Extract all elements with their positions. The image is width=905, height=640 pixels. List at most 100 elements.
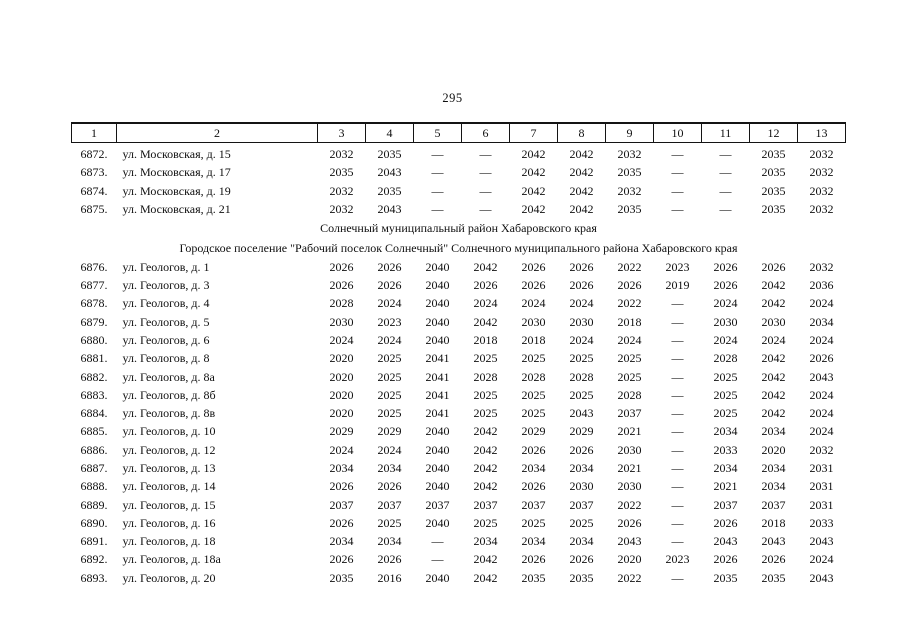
year-cell: — bbox=[479, 183, 492, 198]
year-cell: 2026 bbox=[713, 259, 738, 274]
year-cell: 2035 bbox=[377, 183, 402, 198]
table-row: 6872. ул. Московская, д. 15 2032 2035 — — 2042… bbox=[72, 143, 846, 164]
year-cell: 2028 bbox=[617, 387, 642, 402]
year-cell: 2034 bbox=[761, 479, 786, 494]
year-cell: 2037 bbox=[473, 497, 498, 512]
row-number-cell: 6884. bbox=[80, 406, 108, 421]
year-cell: 2034 bbox=[329, 534, 354, 549]
year-cell: 2024 bbox=[713, 296, 738, 311]
year-cell: — bbox=[671, 351, 684, 366]
year-cell: 2016 bbox=[377, 570, 402, 585]
table-row: 6886. ул. Геологов, д. 12 2024 2024 2040 2042… bbox=[72, 441, 846, 459]
year-cell: 2030 bbox=[617, 479, 642, 494]
year-cell: 2024 bbox=[809, 387, 834, 402]
row-number-cell: 6877. bbox=[80, 278, 108, 293]
year-cell: — bbox=[671, 333, 684, 348]
year-cell: 2025 bbox=[713, 406, 738, 421]
year-cell: 2031 bbox=[809, 461, 834, 475]
column-header: 7 bbox=[509, 122, 558, 143]
year-cell: 2025 bbox=[617, 369, 642, 384]
column-header: 12 bbox=[749, 122, 798, 143]
year-cell: 2026 bbox=[569, 442, 594, 457]
year-cell: — bbox=[671, 424, 684, 439]
year-cell: 2026 bbox=[329, 259, 354, 274]
row-number-cell: 6878. bbox=[80, 296, 108, 311]
column-header: 13 bbox=[797, 122, 846, 143]
address-cell: ул. Московская, д. 15 bbox=[122, 147, 231, 161]
address-cell: ул. Геологов, д. 12 bbox=[122, 442, 216, 457]
year-cell: 2035 bbox=[569, 570, 594, 585]
address-cell: ул. Геологов, д. 13 bbox=[122, 461, 216, 475]
year-cell: 2042 bbox=[761, 387, 786, 402]
year-cell: 2024 bbox=[809, 296, 834, 311]
year-cell: 2042 bbox=[569, 147, 594, 161]
year-cell: 2030 bbox=[617, 442, 642, 457]
column-header: 1 bbox=[71, 122, 117, 143]
year-cell: 2032 bbox=[809, 259, 834, 274]
section-title: Городское поселение "Рабочий поселок Сол… bbox=[179, 240, 738, 255]
year-cell: 2026 bbox=[521, 442, 546, 457]
year-cell: — bbox=[671, 369, 684, 384]
year-cell: 2034 bbox=[713, 461, 738, 475]
year-cell: 2042 bbox=[473, 479, 498, 494]
year-cell: 2026 bbox=[617, 515, 642, 530]
year-cell: 2035 bbox=[761, 570, 786, 585]
column-header: 2 bbox=[116, 122, 318, 143]
address-cell: ул. Геологов, д. 5 bbox=[122, 314, 210, 329]
year-cell: 2032 bbox=[617, 183, 642, 198]
year-cell: 2041 bbox=[425, 387, 450, 402]
year-cell: 2028 bbox=[569, 369, 594, 384]
year-cell: 2024 bbox=[473, 296, 498, 311]
year-cell: 2043 bbox=[617, 534, 642, 549]
year-cell: 2025 bbox=[569, 387, 594, 402]
year-cell: 2042 bbox=[521, 147, 546, 161]
table-row: 6876. ул. Геологов, д. 1 2026 2026 2040 2042 2… bbox=[72, 258, 846, 276]
year-cell: 2025 bbox=[713, 387, 738, 402]
year-cell: — bbox=[671, 497, 684, 512]
table-row: 6889. ул. Геологов, д. 15 2037 2037 2037 2037… bbox=[72, 496, 846, 514]
year-cell: 2034 bbox=[521, 534, 546, 549]
year-cell: 2020 bbox=[761, 442, 786, 457]
year-cell: 2023 bbox=[665, 552, 690, 567]
year-cell: 2037 bbox=[569, 497, 594, 512]
address-cell: ул. Московская, д. 21 bbox=[122, 201, 231, 216]
table-row: 6887. ул. Геологов, д. 13 2034 2034 2040 2042… bbox=[72, 459, 846, 477]
year-cell: 2025 bbox=[569, 351, 594, 366]
year-cell: 2020 bbox=[329, 351, 354, 366]
address-cell: ул. Геологов, д. 14 bbox=[122, 479, 216, 494]
table-row: 6883. ул. Геологов, д. 8б 2020 2025 2041 2025… bbox=[72, 386, 846, 404]
year-cell: — bbox=[671, 201, 684, 216]
year-cell: — bbox=[431, 201, 444, 216]
year-cell: 2020 bbox=[329, 406, 354, 421]
year-cell: 2018 bbox=[521, 333, 546, 348]
year-cell: — bbox=[671, 479, 684, 494]
year-cell: 2024 bbox=[809, 552, 834, 567]
row-number-cell: 6872. bbox=[80, 147, 108, 161]
year-cell: 2042 bbox=[761, 296, 786, 311]
schedule-table: 1 2 3 4 5 6 7 8 9 10 11 12 13 6872. ул. Московская, д… bbox=[71, 122, 846, 587]
table-row: 6882. ул. Геологов, д. 8а 2020 2025 2041 2028… bbox=[72, 368, 846, 386]
row-number-cell: 6893. bbox=[80, 570, 108, 585]
year-cell: 2028 bbox=[713, 351, 738, 366]
address-cell: ул. Московская, д. 17 bbox=[122, 165, 231, 180]
table-row: 6881. ул. Геологов, д. 8 2020 2025 2041 2025 2… bbox=[72, 350, 846, 368]
year-cell: 2024 bbox=[809, 424, 834, 439]
year-cell: 2040 bbox=[425, 461, 450, 475]
year-cell: 2035 bbox=[617, 201, 642, 216]
address-cell: ул. Геологов, д. 1 bbox=[122, 259, 210, 274]
address-cell: ул. Геологов, д. 8 bbox=[122, 351, 210, 366]
year-cell: 2035 bbox=[713, 570, 738, 585]
year-cell: 2042 bbox=[761, 369, 786, 384]
year-cell: 2024 bbox=[809, 406, 834, 421]
year-cell: 2026 bbox=[377, 259, 402, 274]
year-cell: 2035 bbox=[761, 183, 786, 198]
year-cell: — bbox=[671, 387, 684, 402]
year-cell: 2034 bbox=[761, 461, 786, 475]
row-number-cell: 6873. bbox=[80, 165, 108, 180]
year-cell: 2024 bbox=[569, 296, 594, 311]
year-cell: 2032 bbox=[809, 165, 834, 180]
year-cell: 2042 bbox=[761, 406, 786, 421]
year-cell: 2034 bbox=[377, 461, 402, 475]
year-cell: 2025 bbox=[473, 515, 498, 530]
